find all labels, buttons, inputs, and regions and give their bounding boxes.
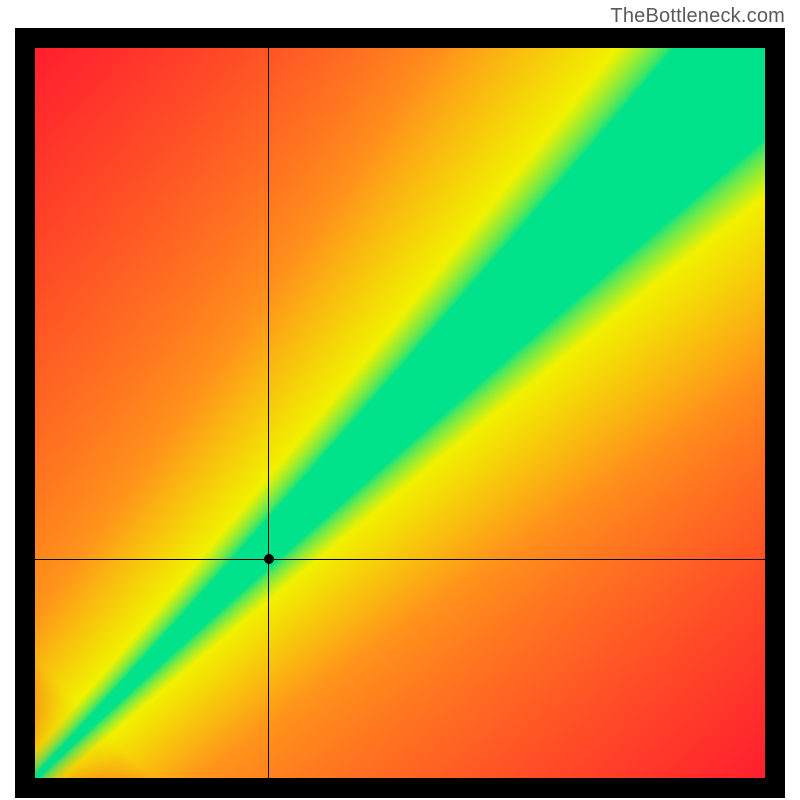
crosshair-horizontal xyxy=(35,559,765,560)
heatmap-plot xyxy=(35,48,765,778)
crosshair-marker xyxy=(264,554,274,564)
crosshair-vertical xyxy=(268,48,269,778)
plot-frame xyxy=(15,28,785,798)
watermark-text: TheBottleneck.com xyxy=(610,5,785,28)
heatmap-canvas xyxy=(35,48,765,778)
